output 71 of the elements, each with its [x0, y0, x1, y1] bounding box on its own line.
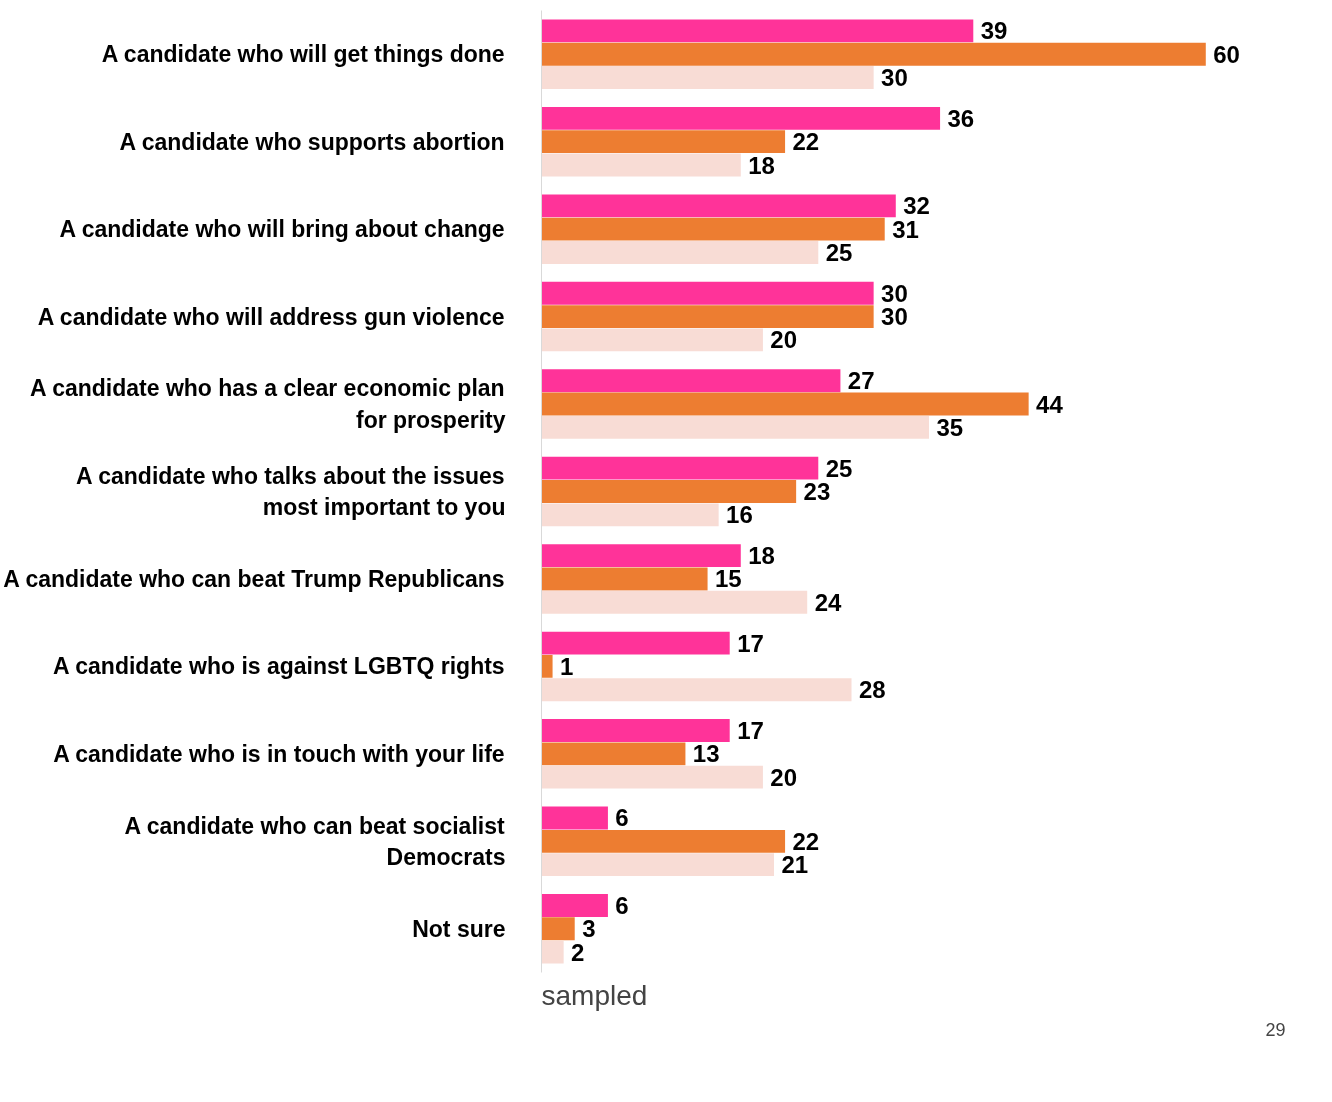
bar: [541, 654, 553, 678]
y-tick-label: A candidate who talks about the issues most important to you: [76, 462, 506, 521]
data-label: 22: [792, 128, 820, 156]
data-label: 6: [615, 891, 629, 919]
data-label: 60: [1213, 40, 1240, 68]
data-label: 30: [881, 64, 908, 92]
text: sampled: [541, 979, 648, 1011]
bar: [541, 153, 741, 177]
data-label: 28: [858, 676, 886, 704]
y-tick-label: A candidate who can beat socialist Democrats: [124, 812, 506, 870]
data-label: 44: [1036, 390, 1064, 418]
data-label: 17: [737, 629, 764, 657]
data-label: 1: [560, 652, 574, 680]
bar: [541, 678, 852, 702]
text: 29: [1265, 1019, 1286, 1040]
data-label: 24: [814, 588, 842, 616]
data-label: 35: [936, 413, 964, 441]
data-label: 2: [571, 938, 585, 966]
bar: [541, 106, 941, 130]
bar: [541, 544, 741, 568]
bar: [541, 719, 730, 742]
data-label: 6: [615, 804, 629, 832]
data-label: 15: [715, 565, 742, 593]
data-label: 27: [847, 367, 875, 395]
bar: [541, 456, 819, 480]
bar: [541, 894, 608, 917]
y-tick-label: Not sure: [412, 915, 506, 942]
y-tick-label: A candidate who will address gun violence: [37, 303, 505, 330]
bar: [541, 917, 575, 941]
bar: [541, 567, 708, 591]
y-tick-label: A candidate who is against LGBTQ rights: [53, 653, 505, 680]
bar: [541, 19, 974, 43]
y-tick-label: A candidate who will get things done: [101, 41, 505, 68]
bar: [541, 765, 763, 789]
bar: [541, 194, 896, 218]
data-label: 17: [737, 717, 764, 745]
data-label: 20: [770, 326, 798, 354]
bar: [541, 940, 564, 964]
bar: [541, 130, 786, 154]
bar: [541, 590, 808, 614]
bar: [541, 281, 874, 305]
bar: [541, 806, 608, 830]
y-tick-label: A candidate who has a clear economic plan for prosperity: [30, 375, 506, 433]
bar: [541, 480, 797, 503]
bar: [541, 66, 874, 89]
bar: [541, 631, 730, 655]
y-tick-label: A candidate who can beat Trump Republicans: [3, 565, 505, 592]
bar: [541, 305, 874, 329]
data-label: 18: [748, 151, 775, 179]
y-tick-label: A candidate who will bring about change: [59, 216, 505, 243]
data-label: 13: [692, 740, 720, 768]
bar: [541, 415, 929, 439]
bar: [541, 853, 774, 877]
data-label: 36: [947, 104, 975, 132]
bar: [541, 241, 819, 264]
data-label: 3: [582, 915, 596, 943]
bar: [541, 42, 1206, 66]
bar: [541, 503, 719, 527]
bar: [541, 369, 841, 393]
bar: [541, 328, 763, 352]
bar: [541, 742, 686, 766]
data-label: 18: [748, 542, 775, 570]
data-label: 20: [770, 763, 798, 791]
bar: [541, 829, 786, 853]
data-label: 25: [825, 238, 853, 266]
data-label: 39: [980, 17, 1008, 45]
data-label: 16: [726, 501, 753, 529]
bar: [541, 217, 885, 241]
y-tick-label: A candidate who is in touch with your life: [53, 740, 505, 767]
bar: [541, 392, 1029, 416]
y-tick-label: A candidate who supports abortion: [119, 128, 505, 155]
